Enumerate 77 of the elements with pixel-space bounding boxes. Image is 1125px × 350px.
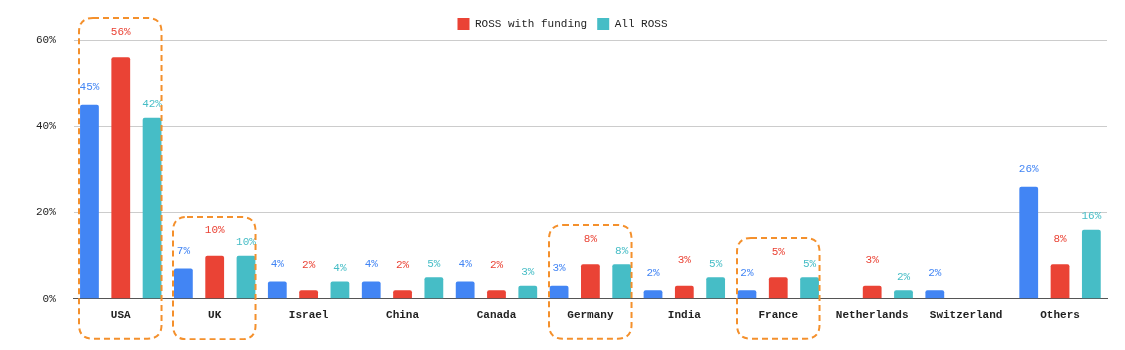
data-label: 8% <box>615 244 629 257</box>
data-label: 5% <box>771 245 786 258</box>
bar <box>643 290 663 299</box>
data-label: 2% <box>302 258 316 271</box>
data-label: 8% <box>583 232 598 245</box>
y-tick-label: 20% <box>35 206 57 219</box>
bar <box>862 285 882 299</box>
bar <box>768 277 788 299</box>
bar <box>1019 186 1039 299</box>
x-tick-label: Israel <box>288 309 329 322</box>
data-label: 4% <box>364 257 379 270</box>
bar <box>737 290 757 299</box>
data-label: 56% <box>110 25 132 38</box>
bar <box>612 264 632 299</box>
bar <box>1050 264 1070 299</box>
data-label: 2% <box>395 258 410 271</box>
bar <box>299 290 319 299</box>
bar <box>330 281 350 299</box>
data-label: 3% <box>552 262 567 275</box>
bar <box>361 281 381 299</box>
bar <box>518 285 538 299</box>
bar <box>487 290 506 299</box>
bar <box>173 268 193 299</box>
y-tick-label: 0% <box>42 292 57 305</box>
x-tick-label: Netherlands <box>835 309 909 322</box>
data-label: 2% <box>928 266 942 279</box>
data-label: 2% <box>489 258 504 271</box>
bar <box>80 104 99 299</box>
data-label: 5% <box>427 257 441 270</box>
x-tick-label: China <box>386 309 420 322</box>
y-tick-label: 60% <box>35 33 57 46</box>
data-label: 45% <box>79 81 100 94</box>
bar <box>800 277 819 299</box>
bar <box>581 264 600 299</box>
data-label: 10% <box>204 224 225 237</box>
x-tick-label: India <box>667 309 702 322</box>
bar <box>424 277 444 299</box>
data-label: 4% <box>270 257 285 270</box>
x-tick-label: UK <box>208 309 222 322</box>
x-tick-label: Others <box>1040 309 1080 322</box>
data-label: 5% <box>709 257 723 270</box>
bar <box>111 57 131 299</box>
data-label: 2% <box>896 270 911 283</box>
bar <box>894 290 913 299</box>
bar <box>455 281 475 299</box>
legend-label: All ROSS <box>614 17 668 30</box>
y-tick-label: 40% <box>35 120 57 133</box>
data-label: 42% <box>142 98 163 111</box>
x-tick-label: Canada <box>476 309 517 322</box>
data-label: 3% <box>521 266 535 279</box>
bar <box>549 285 569 299</box>
x-tick-label: Switzerland <box>929 309 1003 322</box>
bar <box>674 285 694 299</box>
x-tick-label: France <box>758 309 799 322</box>
bar <box>925 290 945 299</box>
data-label: 2% <box>646 266 661 279</box>
data-label: 16% <box>1081 210 1102 223</box>
data-label: 10% <box>236 236 257 249</box>
bar <box>1081 229 1101 299</box>
data-label: 5% <box>802 257 817 270</box>
x-tick-label: USA <box>110 309 132 322</box>
data-label: 7% <box>176 245 191 258</box>
data-label: 2% <box>740 266 754 279</box>
x-tick-label: Germany <box>567 309 614 322</box>
data-label: 4% <box>458 257 473 270</box>
data-label: 3% <box>865 254 880 267</box>
bar <box>267 281 287 299</box>
data-label: 8% <box>1053 232 1068 245</box>
bar <box>236 255 256 299</box>
data-label: 3% <box>677 254 692 267</box>
bar <box>205 255 225 299</box>
legend-label: ROSS with funding <box>474 17 588 30</box>
data-label: 26% <box>1018 163 1040 176</box>
data-label: 4% <box>333 261 347 274</box>
bar <box>706 277 726 299</box>
bar <box>142 117 162 299</box>
bar <box>393 290 412 299</box>
